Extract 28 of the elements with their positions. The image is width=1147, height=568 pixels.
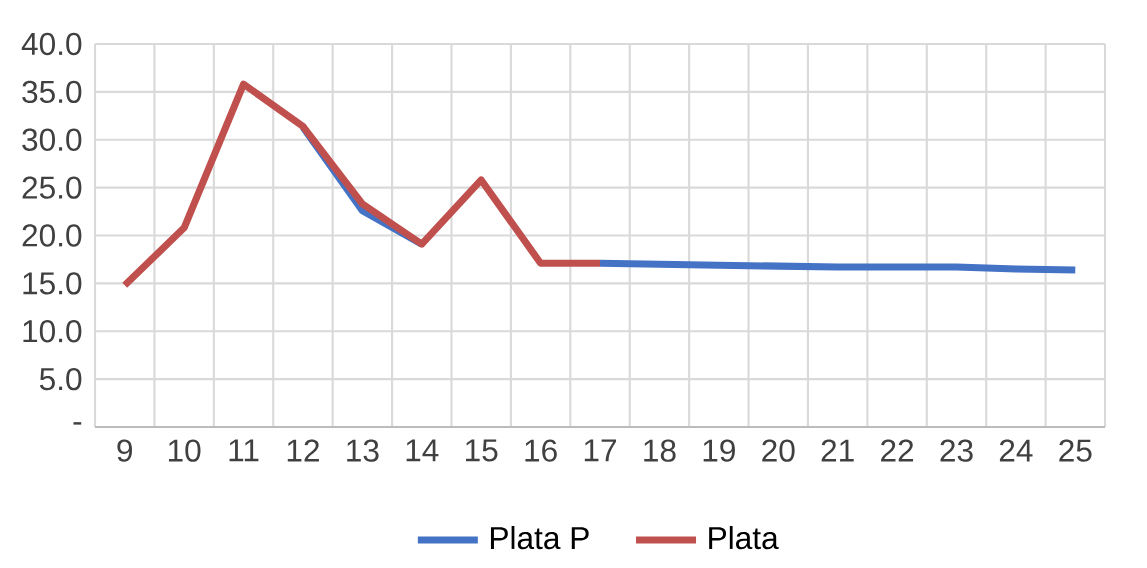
y-tick-label: 5.0 bbox=[39, 367, 82, 391]
y-tick-label: 25.0 bbox=[22, 176, 82, 199]
x-tick-label: 15 bbox=[466, 439, 498, 462]
x-tick-label: 18 bbox=[644, 439, 676, 462]
x-tick-label: 17 bbox=[584, 439, 616, 462]
x-tick-label: 23 bbox=[940, 439, 973, 462]
x-tick-label: 22 bbox=[881, 439, 914, 462]
y-tick-label: 30.0 bbox=[22, 128, 82, 151]
x-tick-label: 20 bbox=[762, 439, 795, 462]
x-tick-label: 19 bbox=[703, 439, 735, 462]
x-tick-label: 24 bbox=[999, 439, 1033, 462]
x-tick-label: 11 bbox=[229, 439, 259, 462]
x-tick-label: 14 bbox=[406, 439, 439, 462]
x-tick-label: 13 bbox=[347, 439, 379, 462]
y-tick-label: 35.0 bbox=[22, 80, 82, 103]
legend-label: Plata bbox=[709, 525, 779, 550]
y-tick-label: 40.0 bbox=[21, 32, 82, 56]
x-tick-label: 9 bbox=[117, 439, 133, 462]
y-tick-label: 20.0 bbox=[22, 224, 82, 247]
y-tick-label: - bbox=[73, 422, 82, 425]
x-tick-label: 25 bbox=[1059, 439, 1092, 462]
x-tick-label: 21 bbox=[821, 439, 854, 462]
x-tick-label: 10 bbox=[168, 439, 201, 462]
y-tick-label: 15.0 bbox=[23, 272, 82, 295]
x-tick-label: 12 bbox=[287, 439, 319, 462]
y-tick-label: 10.0 bbox=[23, 319, 82, 343]
x-tick-label: 16 bbox=[525, 439, 557, 462]
legend-label: Plata P bbox=[490, 525, 589, 550]
